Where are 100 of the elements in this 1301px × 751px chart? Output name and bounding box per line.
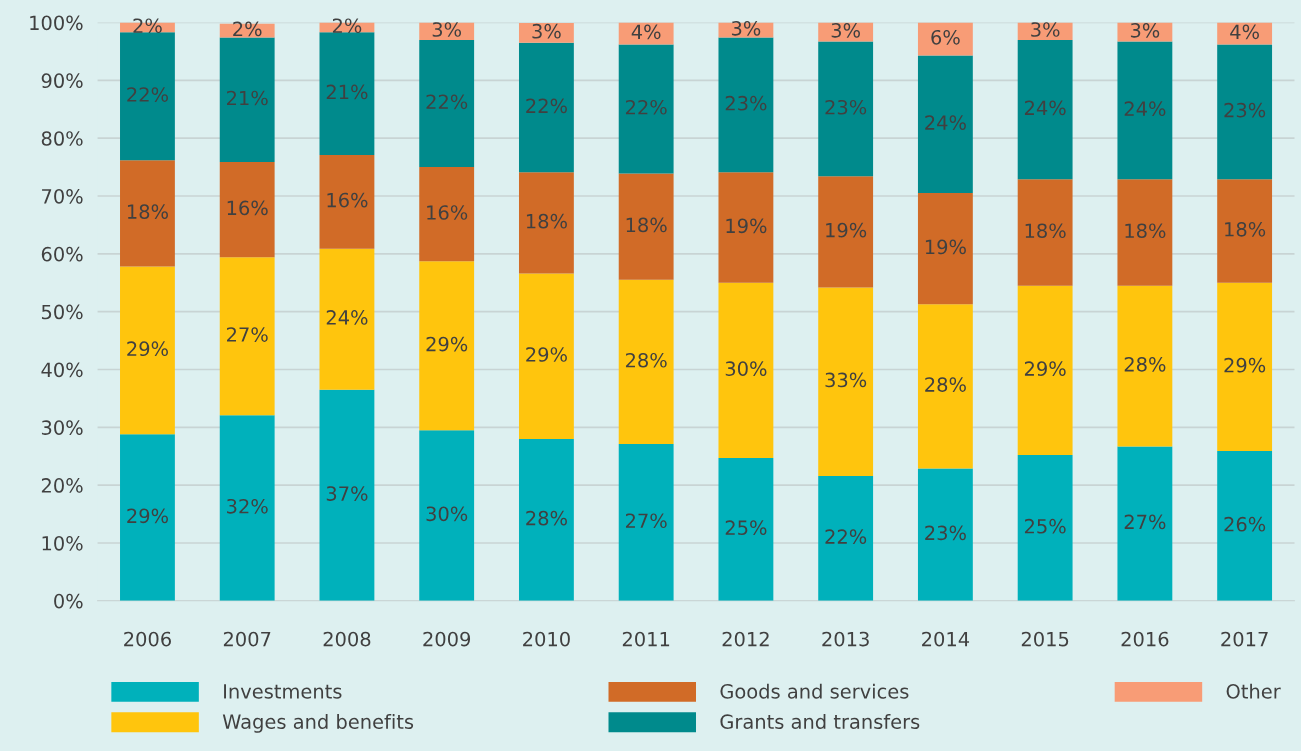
bar bbox=[419, 430, 475, 601]
legend-label: Goods and services bbox=[720, 683, 909, 699]
bar bbox=[618, 173, 674, 280]
data-label: 18% bbox=[127, 204, 168, 219]
bar bbox=[1017, 39, 1073, 180]
y-tick-label: 50% bbox=[41, 304, 83, 320]
bar bbox=[917, 193, 973, 305]
data-label: 29% bbox=[127, 341, 168, 357]
bar bbox=[1017, 285, 1073, 456]
x-tick-label: 2013 bbox=[822, 631, 869, 647]
x-tick-label: 2006 bbox=[124, 631, 171, 647]
data-label: 29% bbox=[1224, 357, 1266, 373]
data-label: 16% bbox=[227, 200, 268, 216]
data-label: 3% bbox=[1130, 23, 1160, 38]
data-label: 3% bbox=[432, 22, 462, 37]
x-tick-label: 2014 bbox=[922, 631, 970, 647]
data-label: 28% bbox=[925, 377, 966, 392]
x-tick-label: 2008 bbox=[323, 631, 371, 647]
bar bbox=[917, 468, 973, 601]
bar bbox=[917, 55, 973, 194]
legend-label: Wages and benefits bbox=[222, 713, 414, 733]
data-label: 22% bbox=[526, 98, 567, 114]
legend-label: Grants and transfers bbox=[720, 713, 920, 730]
data-label: 19% bbox=[726, 218, 767, 234]
data-label: 29% bbox=[426, 336, 468, 352]
data-label: 24% bbox=[326, 310, 368, 325]
data-label: 25% bbox=[725, 520, 767, 536]
data-label: 2% bbox=[332, 18, 362, 34]
bar bbox=[219, 161, 275, 258]
bar bbox=[219, 37, 275, 162]
data-label: 23% bbox=[1224, 102, 1266, 118]
x-tick-label: 2007 bbox=[223, 631, 271, 647]
data-label: 23% bbox=[925, 525, 966, 541]
data-label: 21% bbox=[227, 90, 268, 106]
legend-label: Investments bbox=[224, 684, 342, 699]
data-label: 3% bbox=[1031, 22, 1060, 37]
legend-label: Other bbox=[1226, 683, 1281, 699]
bar bbox=[917, 304, 973, 469]
bar bbox=[1117, 285, 1173, 447]
bar bbox=[718, 172, 774, 283]
bar bbox=[319, 248, 375, 390]
bar bbox=[718, 457, 774, 601]
y-tick-label: 70% bbox=[42, 188, 83, 204]
bar bbox=[518, 273, 574, 439]
x-tick-label: 2010 bbox=[523, 631, 570, 647]
bar bbox=[1217, 451, 1273, 601]
data-label: 3% bbox=[731, 20, 761, 36]
data-label: 28% bbox=[1124, 356, 1166, 372]
data-label: 37% bbox=[326, 486, 368, 501]
bar bbox=[419, 167, 475, 262]
data-label: 18% bbox=[526, 213, 567, 229]
bar bbox=[1217, 22, 1273, 45]
data-label: 27% bbox=[227, 327, 268, 342]
bar bbox=[219, 415, 275, 601]
data-label: 27% bbox=[625, 513, 667, 529]
data-label: 2% bbox=[133, 18, 162, 34]
data-label: 16% bbox=[427, 205, 468, 220]
bar bbox=[518, 23, 574, 43]
data-label: 18% bbox=[1125, 223, 1166, 239]
bar bbox=[518, 438, 574, 601]
x-tick-label: 2009 bbox=[423, 631, 471, 647]
y-tick-label: 80% bbox=[41, 131, 83, 146]
data-label: 28% bbox=[526, 510, 567, 526]
bar bbox=[618, 279, 674, 445]
x-tick-label: 2011 bbox=[622, 631, 670, 647]
data-label: 4% bbox=[631, 24, 661, 40]
bar bbox=[618, 444, 674, 601]
bar bbox=[718, 282, 774, 458]
data-label: 18% bbox=[1025, 223, 1066, 239]
data-label: 18% bbox=[1225, 221, 1266, 237]
x-tick-label: 2012 bbox=[722, 631, 769, 647]
bar bbox=[818, 475, 874, 601]
bar bbox=[1217, 179, 1273, 283]
bar bbox=[718, 37, 774, 173]
bar bbox=[518, 172, 574, 274]
data-label: 21% bbox=[326, 84, 368, 100]
bar bbox=[1017, 179, 1073, 286]
data-label: 28% bbox=[625, 352, 667, 368]
bar bbox=[818, 287, 874, 476]
data-label: 29% bbox=[526, 347, 567, 362]
data-label: 3% bbox=[532, 23, 561, 39]
data-label: 24% bbox=[1124, 101, 1166, 117]
bar bbox=[518, 42, 574, 173]
bar bbox=[419, 39, 475, 168]
data-label: 6% bbox=[931, 29, 960, 45]
data-label: 33% bbox=[825, 372, 867, 388]
x-tick-label: 2017 bbox=[1221, 631, 1268, 647]
y-tick-label: 20% bbox=[41, 478, 83, 493]
bar bbox=[120, 32, 175, 161]
bar bbox=[1117, 446, 1173, 601]
bar bbox=[1217, 44, 1273, 180]
data-label: 23% bbox=[825, 99, 867, 115]
bar bbox=[419, 261, 475, 431]
y-tick-label: 10% bbox=[42, 535, 83, 551]
data-label: 22% bbox=[625, 99, 667, 115]
bar bbox=[1217, 282, 1273, 452]
data-label: 26% bbox=[1224, 516, 1266, 532]
bar bbox=[319, 154, 375, 249]
bar bbox=[319, 32, 375, 155]
bar bbox=[1017, 455, 1073, 601]
